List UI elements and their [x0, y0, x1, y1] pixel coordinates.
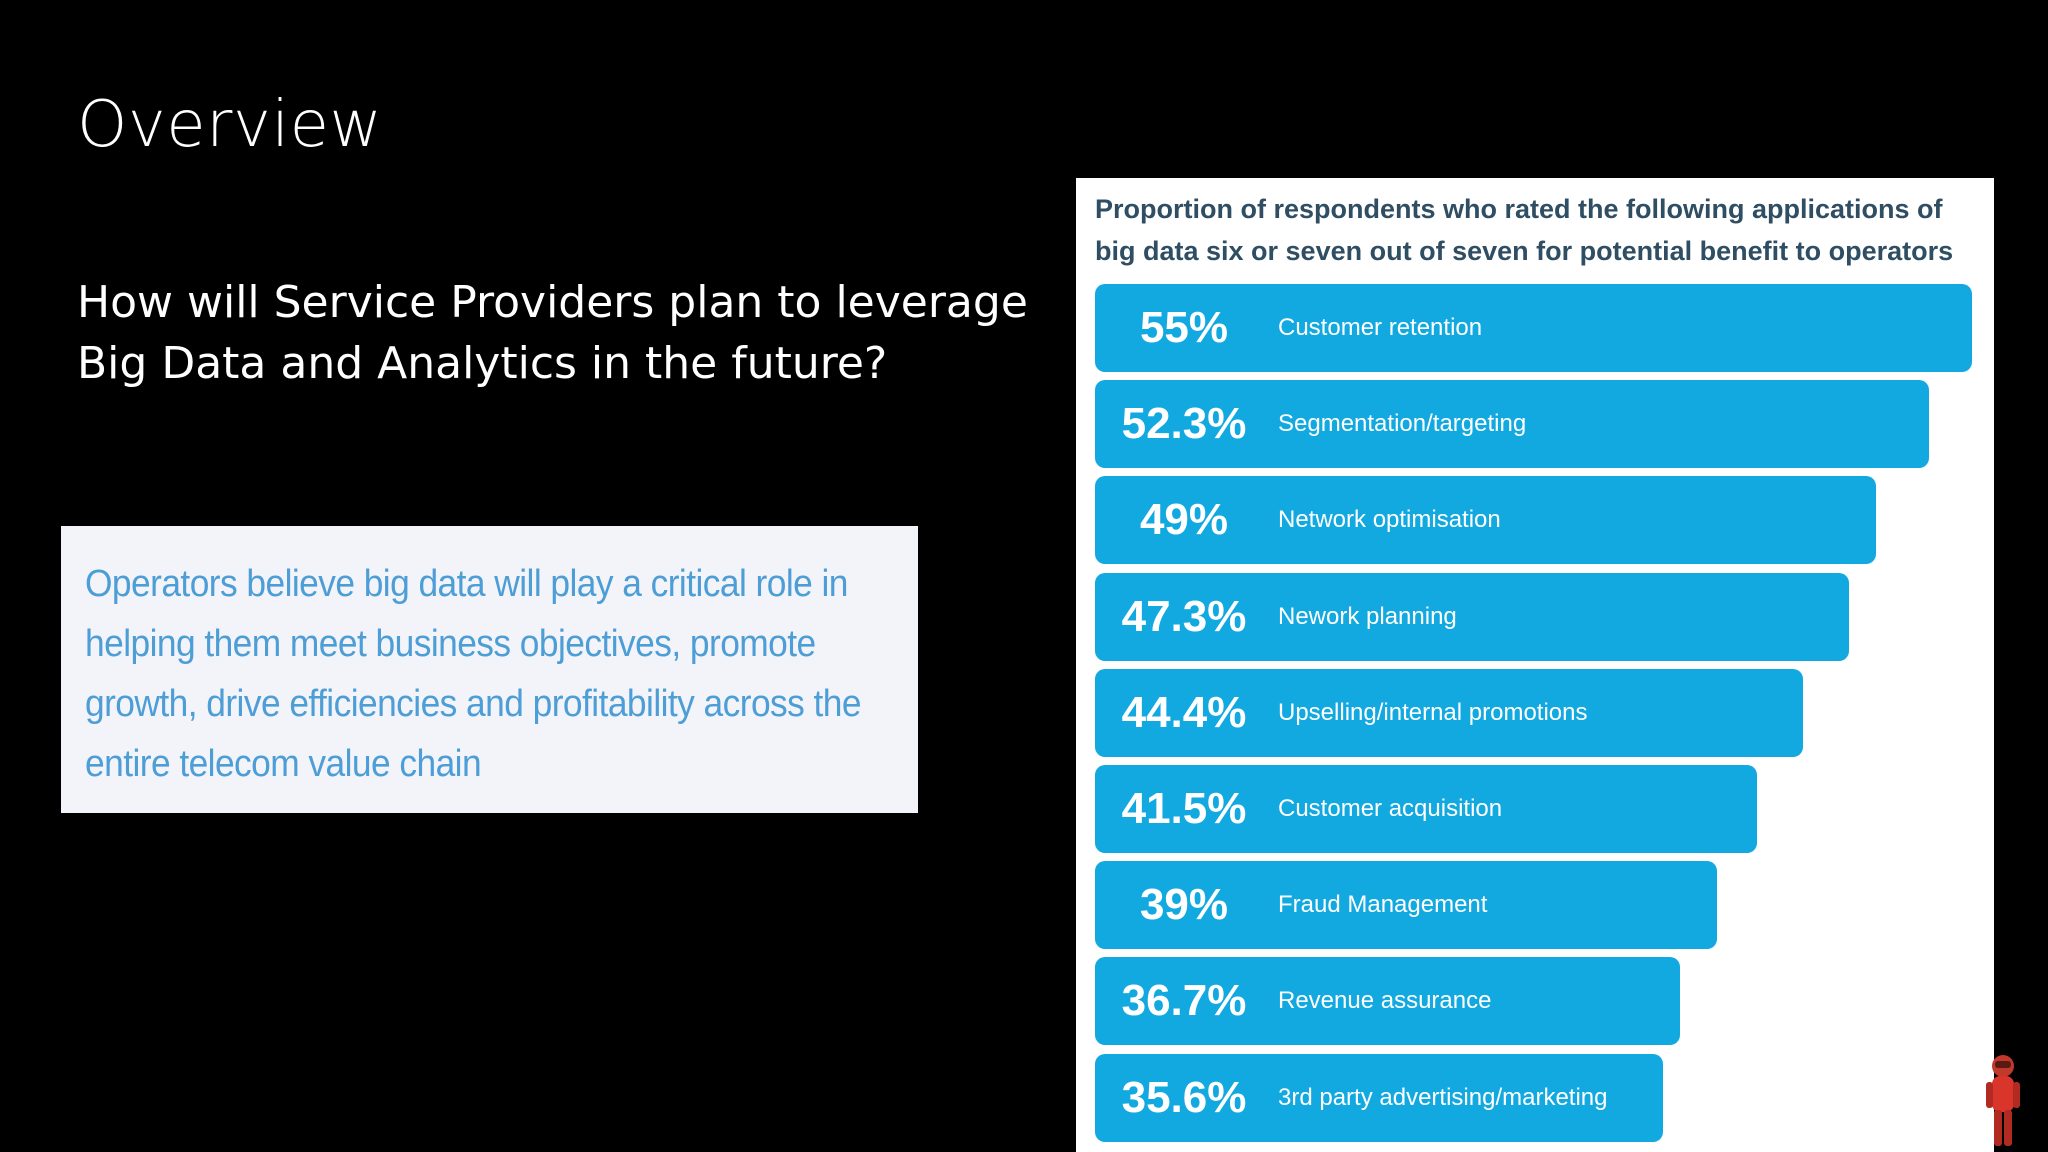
mascot-icon [1986, 1055, 2020, 1146]
bar-category-label: Nework planning [1278, 602, 1457, 630]
quote-text: Operators believe big data will play a c… [85, 563, 862, 785]
bar-category-label: 3rd party advertising/marketing [1278, 1083, 1608, 1111]
bar-chart: 55% Customer retention 52.3% Segmentation/t… [1076, 178, 1994, 1152]
slide-title: Overview [77, 88, 383, 162]
bar: 39% Fraud Management [1095, 861, 1717, 950]
bar-category-label: Network optimisation [1278, 506, 1501, 534]
bar-value-label: 55% [1139, 303, 1229, 352]
bar: 35.6% 3rd party advertising/marketing [1095, 1053, 1663, 1142]
chart-panel: Proportion of respondents who rated the … [1076, 178, 1994, 1152]
bar: 47.3% Nework planning [1095, 572, 1850, 661]
slide-question: How will Service Providers plan to lever… [77, 277, 1028, 389]
bar-value-label: 36.7% [1121, 976, 1247, 1026]
quote-box: Operators believe big data will play a c… [61, 526, 918, 813]
bar-value-label: 35.6% [1121, 1072, 1247, 1122]
bar: 36.7% Revenue assurance [1095, 957, 1681, 1046]
bar-category-label: Upselling/internal promotions [1278, 698, 1588, 726]
bar-category-label: Customer retention [1278, 314, 1483, 341]
bar-value-label: 39% [1139, 880, 1229, 930]
bar-category-label: Segmentation/targeting [1278, 410, 1527, 438]
bar-category-label: Customer acquisition [1278, 795, 1503, 822]
bar-value-label: 41.5% [1121, 784, 1247, 833]
bar: 44.4% Upselling/internal promotions [1095, 668, 1803, 757]
bar-value-label: 47.3% [1121, 591, 1247, 641]
bar-value-label: 49% [1139, 495, 1229, 545]
bar-value-label: 52.3% [1121, 399, 1247, 449]
bar: 41.5% Customer acquisition [1095, 765, 1757, 853]
bar-category-label: Fraud Management [1278, 891, 1488, 919]
bar: 52.3% Segmentation/targeting [1095, 380, 1929, 469]
chart-title: Proportion of respondents who rated the … [1095, 194, 1954, 266]
bar-value-label: 44.4% [1121, 687, 1247, 737]
bar-category-label: Revenue assurance [1278, 987, 1492, 1015]
bar: 49% Network optimisation [1095, 476, 1877, 565]
bar: 55% Customer retention [1095, 284, 1972, 372]
